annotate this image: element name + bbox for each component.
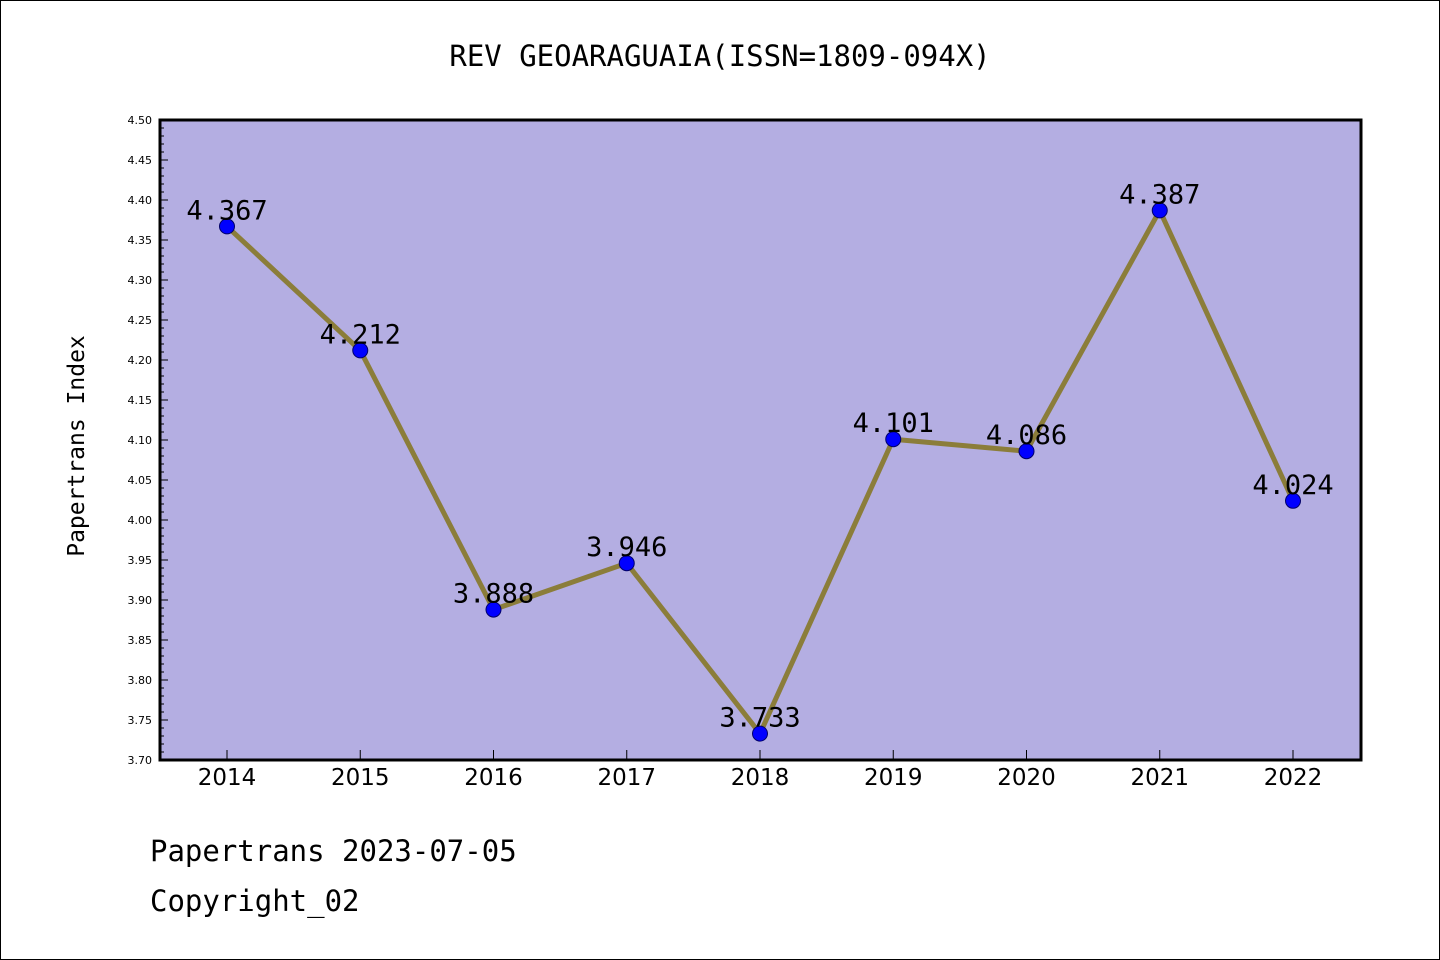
x-tick-label: 2016 xyxy=(464,765,523,791)
x-tick-label: 2019 xyxy=(864,765,923,791)
x-tick-label: 2021 xyxy=(1130,765,1189,791)
data-points xyxy=(219,202,1301,742)
y-tick-label: 4.30 xyxy=(128,274,153,287)
data-point xyxy=(1285,492,1301,509)
y-tick-label: 4.45 xyxy=(128,154,153,167)
plot-border xyxy=(158,118,1363,762)
data-label: 3.733 xyxy=(719,703,800,734)
y-tick-label: 3.90 xyxy=(128,594,153,607)
x-tick-label: 2022 xyxy=(1264,765,1323,791)
data-label: 4.024 xyxy=(1252,470,1333,501)
data-point xyxy=(752,725,768,742)
y-tick-label: 4.50 xyxy=(128,114,153,127)
x-tick-label: 2017 xyxy=(597,765,656,791)
y-tick-label: 4.35 xyxy=(128,234,153,247)
y-tick-label: 4.00 xyxy=(128,514,153,527)
data-label: 4.101 xyxy=(853,408,934,439)
data-label: 3.888 xyxy=(453,579,534,610)
footer-date: Papertrans 2023-07-05 xyxy=(150,834,517,868)
y-tick-label: 4.15 xyxy=(128,394,153,407)
y-tick-label: 3.85 xyxy=(128,634,153,647)
data-label: 4.086 xyxy=(986,420,1067,451)
x-tick-label: 2018 xyxy=(731,765,790,791)
y-tick-label: 4.05 xyxy=(128,474,153,487)
y-tick-label: 3.95 xyxy=(128,554,153,567)
y-tick-label: 4.40 xyxy=(128,194,153,207)
x-tick-label: 2015 xyxy=(331,765,390,791)
y-tick-label: 3.70 xyxy=(128,754,153,767)
y-tick-label: 3.80 xyxy=(128,674,153,687)
x-tick-label: 2014 xyxy=(198,765,257,791)
x-tick-label: 2020 xyxy=(997,765,1056,791)
data-point xyxy=(352,342,369,359)
data-point xyxy=(219,218,235,235)
data-labels: 4.367 4.212 3.888 3.946 3.733 4.101 4.086 4.387… xyxy=(186,179,1333,733)
data-point xyxy=(885,431,902,448)
y-axis-label: Papertrans Index xyxy=(64,335,90,557)
y-tick-label: 4.20 xyxy=(128,354,153,367)
chart-title: REV GEOARAGUAIA(ISSN=1809-094X) xyxy=(449,39,990,73)
x-axis-ticks: 2014 2015 2016 2017 2018 2019 2020 2021 2022 xyxy=(198,750,1323,791)
data-label: 4.387 xyxy=(1119,179,1200,210)
y-tick-label: 4.25 xyxy=(128,314,153,327)
data-point xyxy=(485,601,502,618)
data-label: 4.212 xyxy=(320,319,401,350)
plot-area xyxy=(160,120,1361,760)
data-point xyxy=(1018,443,1035,460)
footer-copyright: Copyright_02 xyxy=(150,884,360,918)
data-point xyxy=(618,555,635,572)
data-label: 3.946 xyxy=(586,532,667,563)
data-point xyxy=(1151,202,1168,219)
y-tick-label: 3.75 xyxy=(128,714,153,727)
data-label: 4.367 xyxy=(186,195,267,226)
y-tick-label: 4.10 xyxy=(128,434,153,447)
y-axis-ticks: 3.70 3.75 3.80 3.85 3.90 3.95 4.00 4.05 4.10 4.15… xyxy=(128,114,168,767)
